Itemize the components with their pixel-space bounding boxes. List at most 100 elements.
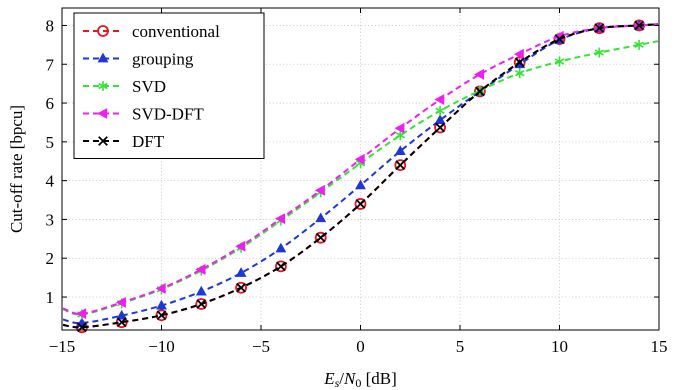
x-tick-label: 5 bbox=[456, 337, 465, 356]
legend-entry-grouping: grouping bbox=[83, 50, 194, 69]
data-point-grouping bbox=[195, 285, 207, 296]
marker-triangle bbox=[156, 299, 167, 310]
marker-circle bbox=[274, 260, 287, 273]
data-point-svd-dft bbox=[235, 240, 246, 252]
x-axis-label-sub-s: s bbox=[335, 376, 340, 390]
data-point-svd-dft bbox=[195, 264, 206, 275]
marker-cross-arm bbox=[315, 232, 326, 243]
marker-cross-arm bbox=[355, 199, 366, 209]
data-point-dft bbox=[315, 232, 326, 243]
y-tick-label: 6 bbox=[46, 94, 55, 113]
legend-entry-svd-dft: SVD-DFT bbox=[83, 105, 204, 124]
marker-cross-arm bbox=[156, 310, 167, 321]
y-tick-label: 4 bbox=[46, 172, 55, 191]
legend-marker bbox=[97, 52, 109, 63]
data-point-svd bbox=[594, 47, 605, 58]
data-point-conventional bbox=[274, 260, 287, 273]
data-point-dft bbox=[634, 20, 644, 31]
marker-asterisk-arm bbox=[395, 132, 406, 139]
x-tick-label: 10 bbox=[551, 337, 568, 356]
y-tick-label: 5 bbox=[46, 133, 55, 152]
data-point-dft bbox=[594, 23, 605, 34]
marker-cross-arm bbox=[435, 122, 445, 133]
marker-triangle-left bbox=[115, 297, 126, 308]
marker-triangle-left bbox=[235, 240, 246, 252]
data-point-dft bbox=[395, 160, 406, 171]
legend-label: grouping bbox=[132, 50, 194, 69]
legend-label: SVD-DFT bbox=[132, 105, 204, 124]
data-point-grouping bbox=[156, 299, 167, 310]
series-layer bbox=[62, 19, 659, 334]
legend-entry-svd: SVD bbox=[83, 77, 166, 96]
data-point-conventional bbox=[394, 159, 407, 172]
data-point-grouping bbox=[235, 267, 247, 277]
data-point-dft bbox=[554, 34, 565, 44]
x-tick-label: −15 bbox=[49, 337, 76, 356]
marker-cross-arm bbox=[594, 23, 605, 34]
marker-cross-arm bbox=[276, 261, 286, 272]
data-point-svd bbox=[435, 105, 445, 116]
data-point-dft bbox=[514, 57, 525, 68]
data-point-svd-dft bbox=[76, 308, 87, 320]
data-point-svd-dft bbox=[434, 94, 445, 105]
data-point-grouping bbox=[275, 242, 287, 253]
marker-cross-arm bbox=[116, 317, 127, 328]
data-point-svd bbox=[514, 68, 525, 79]
x-axis-label-unit: [dB] bbox=[361, 369, 396, 388]
data-point-conventional bbox=[354, 198, 367, 210]
y-tick-label: 7 bbox=[46, 55, 55, 74]
marker-cross-arm bbox=[196, 299, 207, 309]
y-tick-label: 1 bbox=[46, 288, 55, 307]
marker-asterisk-arm bbox=[435, 107, 445, 115]
data-point-conventional bbox=[235, 281, 248, 294]
marker-circle bbox=[195, 298, 208, 310]
y-tick-label: 8 bbox=[46, 16, 55, 35]
marker-triangle-left bbox=[354, 153, 365, 165]
marker-cross-arm bbox=[475, 86, 485, 97]
marker-asterisk-arm bbox=[514, 69, 525, 77]
marker-asterisk-arm bbox=[98, 82, 108, 90]
marker-triangle bbox=[116, 309, 128, 320]
marker-circle bbox=[155, 309, 168, 322]
data-point-svd-dft bbox=[354, 153, 365, 165]
marker-circle bbox=[394, 159, 407, 172]
data-point-svd-dft bbox=[513, 48, 524, 60]
data-point-svd-dft bbox=[155, 283, 166, 294]
data-point-svd-dft bbox=[394, 122, 405, 134]
legend-label: DFT bbox=[132, 132, 165, 151]
data-point-grouping bbox=[116, 309, 128, 320]
legend-label: SVD bbox=[132, 77, 166, 96]
marker-triangle bbox=[434, 114, 446, 125]
legend: conventional grouping SVD SVD-DFT DFT bbox=[73, 12, 265, 159]
data-point-svd-dft bbox=[115, 297, 126, 308]
data-point-dft bbox=[196, 299, 207, 309]
marker-cross-arm bbox=[395, 160, 406, 171]
marker-triangle bbox=[195, 285, 207, 296]
marker-triangle bbox=[355, 179, 366, 190]
marker-triangle-left bbox=[513, 48, 524, 60]
x-tick-label: 0 bbox=[356, 337, 365, 356]
data-point-grouping bbox=[355, 179, 366, 190]
legend-marker bbox=[98, 81, 108, 91]
x-tick-label: 15 bbox=[651, 337, 668, 356]
marker-triangle bbox=[97, 52, 109, 63]
data-point-dft bbox=[236, 282, 246, 293]
series-dft bbox=[62, 20, 659, 333]
data-point-grouping bbox=[434, 114, 446, 125]
data-point-grouping bbox=[394, 145, 406, 156]
marker-triangle-left bbox=[394, 122, 405, 134]
data-point-dft bbox=[475, 86, 485, 97]
y-tick-label: 3 bbox=[46, 210, 55, 229]
marker-triangle-left bbox=[97, 108, 108, 119]
x-axis-label-slash: / bbox=[339, 369, 344, 388]
marker-asterisk-arm bbox=[554, 58, 565, 65]
legend-marker bbox=[97, 108, 108, 119]
marker-triangle bbox=[275, 242, 287, 253]
marker-circle bbox=[97, 25, 109, 37]
data-point-conventional bbox=[155, 309, 168, 322]
marker-circle bbox=[314, 231, 327, 244]
x-axis-label: Es/N0 [dB] bbox=[323, 369, 397, 390]
legend-marker bbox=[97, 25, 109, 37]
data-point-grouping bbox=[315, 212, 327, 223]
